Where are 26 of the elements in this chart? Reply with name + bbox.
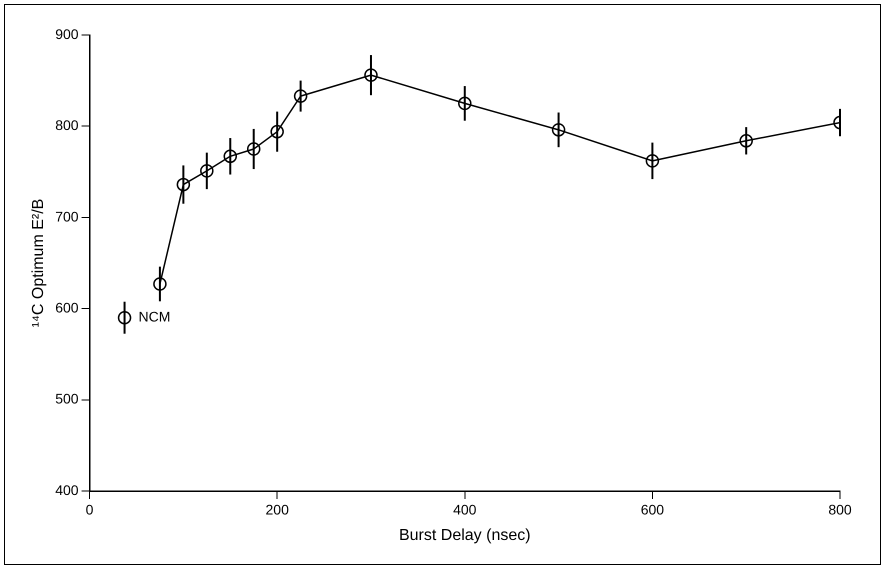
point xyxy=(246,142,260,156)
legend-label: NCM xyxy=(138,308,170,325)
point xyxy=(294,89,308,103)
x-tick-label: 200 xyxy=(265,501,290,518)
x-tick-label: 600 xyxy=(640,501,664,518)
point xyxy=(270,124,284,138)
x-tick-label: 400 xyxy=(453,501,477,518)
point xyxy=(552,123,566,137)
y-tick-label: 800 xyxy=(55,117,79,134)
point xyxy=(739,134,753,148)
y-tick-label: 500 xyxy=(55,390,79,407)
y-tick-label: 400 xyxy=(55,482,79,498)
y-axis-title: ¹⁴C Optimum E²/B xyxy=(30,198,48,328)
point xyxy=(200,164,214,178)
y-tick-label: 900 xyxy=(55,26,79,42)
x-tick-label: 0 xyxy=(86,501,94,518)
point xyxy=(364,68,378,82)
point xyxy=(176,178,190,192)
point xyxy=(646,154,660,168)
x-tick-label: 800 xyxy=(828,501,852,518)
y-tick-label: 600 xyxy=(55,299,79,316)
x-axis-title: Burst Delay (nsec) xyxy=(398,526,531,544)
y-tick-label: 700 xyxy=(55,208,79,224)
point xyxy=(153,277,167,291)
point xyxy=(458,96,472,110)
point xyxy=(224,150,238,164)
